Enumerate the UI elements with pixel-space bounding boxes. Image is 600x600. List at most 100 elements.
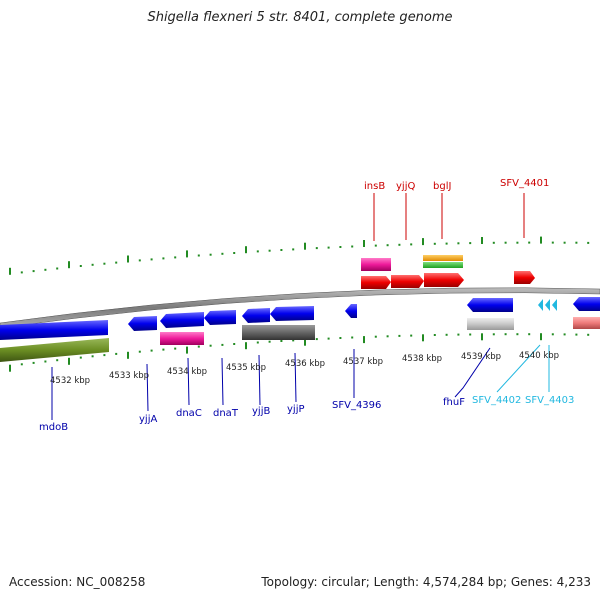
minor-tick	[292, 248, 295, 251]
minor-tick	[469, 333, 472, 336]
genome-stats-text: Topology: circular; Length: 4,574,284 bp…	[261, 575, 591, 589]
SFV_4401-gene[interactable]	[514, 271, 535, 284]
minor-tick	[32, 270, 35, 273]
edge-feature-pink[interactable]	[573, 317, 600, 329]
minor-tick	[138, 350, 141, 353]
gene-label-mdoB[interactable]: mdoB	[39, 422, 68, 433]
major-tick	[363, 240, 365, 247]
genome-backbone	[0, 287, 600, 329]
minor-tick	[327, 337, 330, 340]
minor-tick	[457, 333, 460, 336]
minor-tick	[351, 336, 354, 339]
gene-label-fhuF[interactable]: fhuF	[443, 397, 465, 408]
minor-tick	[398, 243, 401, 246]
minor-tick	[138, 259, 141, 262]
major-tick	[363, 336, 365, 344]
gene-label-yjjB[interactable]: yjjB	[252, 406, 270, 417]
minor-tick	[327, 246, 330, 249]
gene-label-SFV_4402[interactable]: SFV_4402	[472, 395, 521, 406]
minor-tick	[469, 242, 472, 245]
minor-tick	[504, 333, 507, 336]
minor-tick	[292, 339, 295, 342]
minor-tick	[79, 265, 82, 267]
minor-tick	[103, 262, 106, 265]
bglJ-gene[interactable]	[424, 273, 464, 287]
minor-tick	[528, 333, 531, 336]
accession-text: Accession: NC_008258	[9, 575, 146, 589]
minor-tick	[516, 333, 519, 336]
minor-tick	[551, 241, 554, 244]
gene-label-SFV_4396[interactable]: SFV_4396	[332, 400, 381, 411]
minor-tick	[280, 340, 283, 342]
minor-tick	[174, 256, 177, 259]
major-tick	[481, 333, 483, 341]
SFV_4396-gene[interactable]	[345, 304, 357, 318]
minor-tick	[587, 241, 590, 244]
minor-tick	[150, 258, 153, 261]
gene-label-SFV_4401[interactable]: SFV_4401	[500, 178, 549, 189]
kbp-labels: 4532 kbp 4533 kbp 4534 kbp 4535 kbp 4536…	[50, 351, 559, 386]
minor-tick	[587, 333, 590, 336]
minor-tick	[56, 267, 59, 270]
yjjA-gene[interactable]	[128, 316, 157, 331]
major-tick	[304, 242, 306, 250]
major-tick	[127, 255, 129, 263]
gene-label-dnaT[interactable]: dnaT	[213, 408, 239, 419]
fhuF-feature-lightgray[interactable]	[467, 318, 514, 330]
major-tick	[245, 342, 247, 350]
minor-tick	[268, 340, 271, 343]
SFV_4403-gene[interactable]	[552, 299, 557, 311]
gene-label-yjjQ[interactable]: yjjQ	[396, 181, 415, 192]
minor-tick	[504, 241, 507, 244]
minor-tick	[551, 333, 554, 336]
tick-label: 4533 kbp	[109, 371, 149, 381]
major-tick	[9, 267, 11, 275]
outer-tick-row	[9, 236, 590, 275]
minor-tick	[256, 250, 259, 253]
major-tick	[68, 261, 70, 269]
gene-label-SFV_4403[interactable]: SFV_4403	[525, 395, 574, 406]
minor-tick	[221, 252, 224, 255]
SFV_4402b-gene[interactable]	[545, 299, 550, 311]
minor-tick	[575, 333, 578, 336]
tick-label: 4539 kbp	[461, 352, 501, 362]
minor-tick	[410, 334, 413, 337]
gene-label-yjjA[interactable]: yjjA	[139, 414, 157, 425]
minor-tick	[44, 268, 47, 271]
bglJ-green-feature[interactable]	[423, 262, 463, 268]
minor-tick	[91, 263, 94, 266]
SFV_4402-gene[interactable]	[538, 299, 543, 311]
edge-gene[interactable]	[573, 297, 600, 311]
minor-tick	[115, 261, 118, 264]
yjjB-yjjP-feature-gray[interactable]	[242, 325, 315, 340]
mdoB-gene[interactable]	[0, 320, 108, 340]
dnaC-feature-magenta[interactable]	[160, 332, 204, 345]
genome-title: Shigella flexneri 5 str. 8401, complete …	[147, 10, 453, 25]
bglJ-orange-feature[interactable]	[423, 255, 463, 261]
fhuF-gene[interactable]	[467, 298, 513, 312]
minor-tick	[563, 241, 566, 244]
minor-tick	[150, 349, 153, 352]
minor-tick	[492, 333, 495, 336]
gene-label-yjjP[interactable]: yjjP	[287, 404, 305, 415]
minor-tick	[516, 241, 519, 244]
dnaT-gene[interactable]	[204, 310, 236, 325]
dnaC-gene[interactable]	[160, 312, 204, 328]
yjjB-gene[interactable]	[242, 308, 270, 323]
insB-gene[interactable]	[361, 276, 391, 289]
minor-tick	[256, 341, 259, 344]
minor-tick	[162, 257, 165, 260]
gene-label-bglJ[interactable]: bglJ	[433, 181, 451, 192]
minor-tick	[233, 252, 236, 254]
major-tick	[186, 346, 188, 354]
mdoB-feature-olive[interactable]	[0, 338, 109, 362]
minor-tick	[339, 246, 342, 248]
major-tick	[68, 357, 70, 365]
bottom-leader-lines	[51, 347, 491, 420]
gene-label-insB[interactable]: insB	[364, 181, 385, 192]
gene-label-dnaC[interactable]: dnaC	[176, 408, 202, 419]
insB-feature[interactable]	[361, 258, 391, 271]
yjjP-gene[interactable]	[270, 306, 314, 321]
yjjQ-gene[interactable]	[391, 275, 424, 288]
tick-label: 4538 kbp	[402, 354, 442, 364]
